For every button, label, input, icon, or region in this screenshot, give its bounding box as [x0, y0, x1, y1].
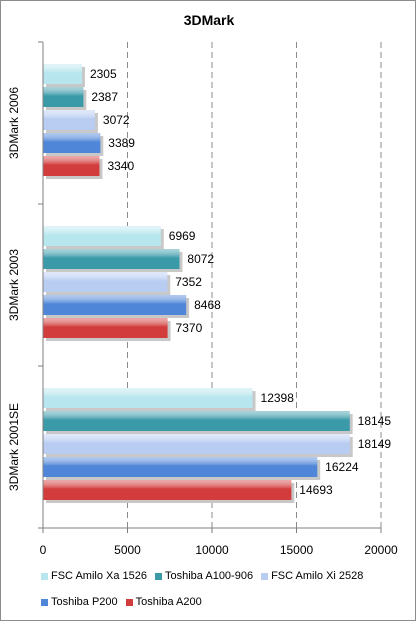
bar-value-label: 3072 [103, 113, 130, 127]
legend-item: FSC Amilo Xi 2528 [261, 570, 363, 582]
bar-highlight [43, 272, 168, 292]
bar-highlight [43, 64, 82, 84]
legend-swatch [261, 572, 269, 580]
legend-swatch [155, 572, 162, 580]
legend-label: Toshiba A100-906 [165, 570, 254, 582]
bars-layer: 2305 2387 3072 3389 3340 6969 8072 7352 8468 7370… [43, 64, 391, 503]
bar-value-label: 3389 [108, 136, 135, 150]
bar-highlight [43, 295, 187, 315]
legend-item: Toshiba P200 [41, 596, 118, 608]
legend: FSC Amilo Xa 1526 Toshiba A100-906 FSC Ami… [41, 567, 401, 619]
bar-value-label: 18145 [358, 414, 392, 428]
bar-highlight [43, 249, 180, 269]
legend-label: FSC Amilo Xa 1526 [51, 570, 147, 582]
x-tick-label: 10000 [195, 543, 229, 557]
bar-highlight [43, 87, 84, 107]
bar-value-label: 18149 [358, 437, 392, 451]
legend-item: Toshiba A200 [125, 596, 202, 608]
bar-value-label: 8072 [187, 252, 214, 266]
legend-swatch [125, 598, 133, 606]
bar-highlight [43, 110, 95, 130]
bar-highlight [43, 156, 100, 176]
legend-item: FSC Amilo Xa 1526 [41, 570, 147, 582]
bar-value-label: 14693 [299, 483, 333, 497]
legend-item: Toshiba A100-906 [155, 570, 253, 582]
bar-highlight [43, 133, 101, 153]
legend-label: Toshiba A200 [135, 596, 202, 608]
bar-highlight [43, 457, 318, 477]
bar-highlight [43, 480, 292, 500]
bar-value-label: 16224 [325, 460, 359, 474]
chart-title: 3DMark [184, 12, 235, 28]
bar-highlight [43, 411, 350, 431]
bar-highlight [43, 388, 253, 408]
bar-value-label: 2305 [90, 67, 117, 81]
x-tick-label: 5000 [114, 543, 141, 557]
bar-value-label: 2387 [91, 90, 118, 104]
bar-value-label: 7370 [176, 321, 203, 335]
bar-value-label: 12398 [261, 391, 295, 405]
x-tick-label: 15000 [280, 543, 314, 557]
legend-row: Toshiba P200 Toshiba A200 [41, 593, 401, 611]
bar-value-label: 7352 [175, 275, 202, 289]
legend-row: FSC Amilo Xa 1526 Toshiba A100-906 FSC Ami… [41, 567, 401, 585]
bar-value-label: 8468 [194, 298, 221, 312]
x-tick-label: 0 [40, 543, 47, 557]
x-tick-label: 20000 [364, 543, 398, 557]
category-label: 3DMark 2001SE [7, 403, 21, 491]
bar-value-label: 3340 [107, 159, 134, 173]
category-label: 3DMark 2003 [7, 249, 21, 321]
category-label: 3DMark 2006 [7, 87, 21, 159]
legend-swatch [41, 598, 48, 606]
legend-swatch [41, 572, 48, 580]
axis-layer: 0 5000 10000 15000 20000 3DMark 2006 3DMark 20… [7, 41, 398, 557]
bar-highlight [43, 226, 161, 246]
legend-label: FSC Amilo Xi 2528 [271, 570, 364, 582]
legend-label: Toshiba P200 [51, 596, 118, 608]
bar-highlight [43, 318, 168, 338]
bar-highlight [43, 434, 350, 454]
bar-value-label: 6969 [169, 229, 196, 243]
